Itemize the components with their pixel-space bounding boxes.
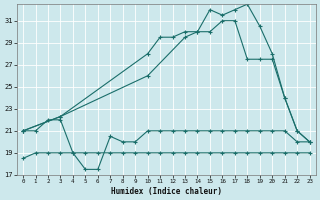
X-axis label: Humidex (Indice chaleur): Humidex (Indice chaleur)	[111, 187, 222, 196]
